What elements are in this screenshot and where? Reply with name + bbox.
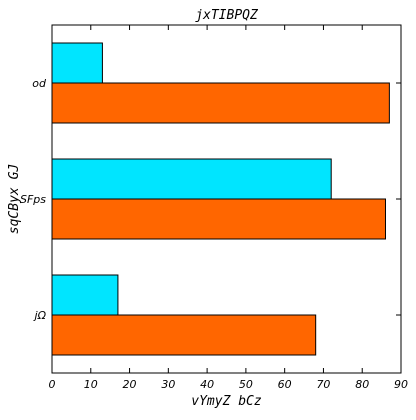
bar-series2-0 — [52, 275, 118, 315]
x-tick-label-6: 60 — [278, 378, 292, 391]
bar-series2-1 — [52, 159, 331, 199]
x-tick-label-2: 20 — [123, 378, 137, 391]
x-tick-label-9: 90 — [394, 378, 408, 391]
x-tick-label-7: 70 — [316, 378, 330, 391]
bar-series2-2 — [52, 43, 102, 83]
x-tick-label-4: 40 — [200, 378, 214, 391]
y-tick-label-2: od — [32, 77, 47, 90]
x-axis-label: vYmyZ bCz — [191, 394, 262, 409]
chart-title: jxTIBPQZ — [195, 8, 259, 23]
x-tick-label-0: 0 — [49, 378, 56, 391]
x-tick-label-8: 80 — [355, 378, 369, 391]
bar-series1-0 — [52, 315, 316, 355]
x-tick-label-3: 30 — [161, 378, 175, 391]
y-axis-label: sqCByx GJ — [7, 164, 22, 234]
y-tick-label-0: jΩ — [33, 309, 47, 322]
bar-series1-2 — [52, 83, 389, 123]
bar-series1-1 — [52, 199, 385, 239]
x-tick-label-1: 10 — [84, 378, 98, 391]
y-tick-label-1: SFps — [20, 193, 46, 206]
x-tick-label-5: 50 — [239, 378, 253, 391]
bars-layer — [52, 43, 389, 355]
